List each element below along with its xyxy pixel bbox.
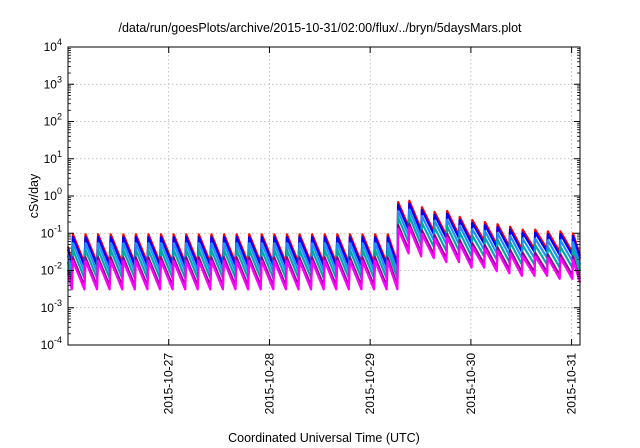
- y-tick-label: 104: [44, 37, 62, 54]
- x-tick-label: 2015-10-27: [162, 353, 176, 415]
- y-tick-label: 10-2: [41, 261, 62, 278]
- y-tick-exponent: 2: [57, 112, 62, 122]
- x-axis: 2015-10-27 2015-10-28 2015-10-29 2015-10-30…: [162, 47, 579, 414]
- x-tick-label: 2015-10-31: [565, 353, 579, 415]
- y-tick-label: 101: [44, 149, 62, 166]
- y-tick-label: 102: [44, 112, 62, 129]
- y-tick-exponent: -4: [54, 335, 62, 345]
- chart-title: /data/run/goesPlots/archive/2015-10-31/0…: [118, 21, 522, 35]
- grid: [68, 47, 580, 345]
- y-tick-label: 103: [44, 74, 62, 91]
- y-tick-exponent: 1: [57, 149, 62, 159]
- y-tick-label: 10-4: [41, 335, 62, 352]
- y-tick-label: 10-3: [41, 298, 62, 315]
- series-line: [66, 226, 582, 291]
- x-axis-label: Coordinated Universal Time (UTC): [228, 431, 420, 445]
- y-tick-exponent: -3: [54, 298, 62, 308]
- y-tick-label: 10-1: [41, 223, 62, 240]
- y-tick-exponent: 4: [57, 37, 62, 47]
- series-group: [66, 199, 582, 291]
- x-tick-label: 2015-10-30: [464, 353, 478, 415]
- x-tick-label: 2015-10-28: [262, 353, 276, 415]
- y-tick-exponent: 0: [57, 186, 62, 196]
- y-axis-label: cSv/day: [27, 173, 41, 218]
- y-tick-exponent: -1: [54, 223, 62, 233]
- y-tick-exponent: -2: [54, 261, 62, 271]
- x-tick-label: 2015-10-29: [363, 353, 377, 415]
- y-tick-exponent: 3: [57, 74, 62, 84]
- y-tick-label: 100: [44, 186, 62, 203]
